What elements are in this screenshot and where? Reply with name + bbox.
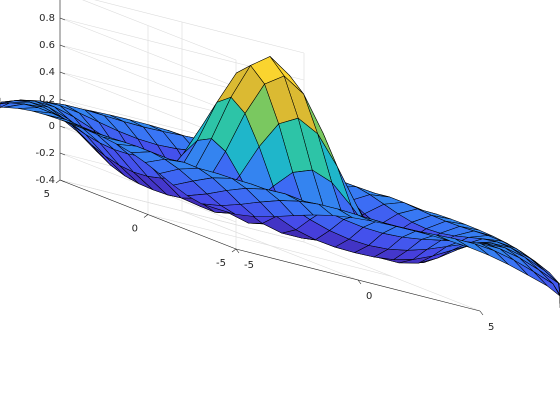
x-tick-label: 0	[366, 291, 372, 302]
y-tick-label: 5	[44, 189, 50, 200]
y-tick-mark	[55, 179, 61, 184]
z-tick-mark	[59, 71, 66, 75]
z-tick-label: 0	[49, 121, 55, 132]
x-tick-label: 5	[488, 322, 494, 333]
y-tick-mark	[231, 248, 237, 253]
x-tick-mark	[235, 248, 240, 254]
y-tick-label: 0	[132, 224, 138, 235]
surface-facet	[201, 203, 236, 215]
x-tick-label: -5	[244, 260, 254, 271]
z-tick-label: 0.4	[39, 67, 55, 78]
surface-mesh	[0, 56, 560, 308]
z-tick-mark	[59, 179, 66, 183]
z-tick-mark	[59, 152, 66, 156]
y-tick-label: -5	[216, 258, 226, 269]
z-tick-mark	[59, 125, 66, 129]
z-tick-label: 0.2	[39, 94, 55, 105]
z-tick-label: -0.2	[35, 148, 55, 159]
x-tick-mark	[479, 310, 484, 316]
z-grid-line	[82, 0, 305, 61]
z-tick-mark	[59, 98, 66, 102]
axes-box	[55, 0, 484, 316]
z-tick-label: 0.6	[39, 40, 55, 51]
x-tick-mark	[357, 279, 362, 285]
z-tick-mark	[59, 17, 66, 21]
tick-labels: -505-505-0.4-0.200.20.40.60.81	[35, 13, 494, 333]
y-tick-mark	[143, 214, 149, 218]
z-tick-label: 0.8	[39, 13, 55, 24]
z-tick-label: -0.4	[35, 175, 55, 186]
z-tick-mark	[59, 44, 66, 48]
